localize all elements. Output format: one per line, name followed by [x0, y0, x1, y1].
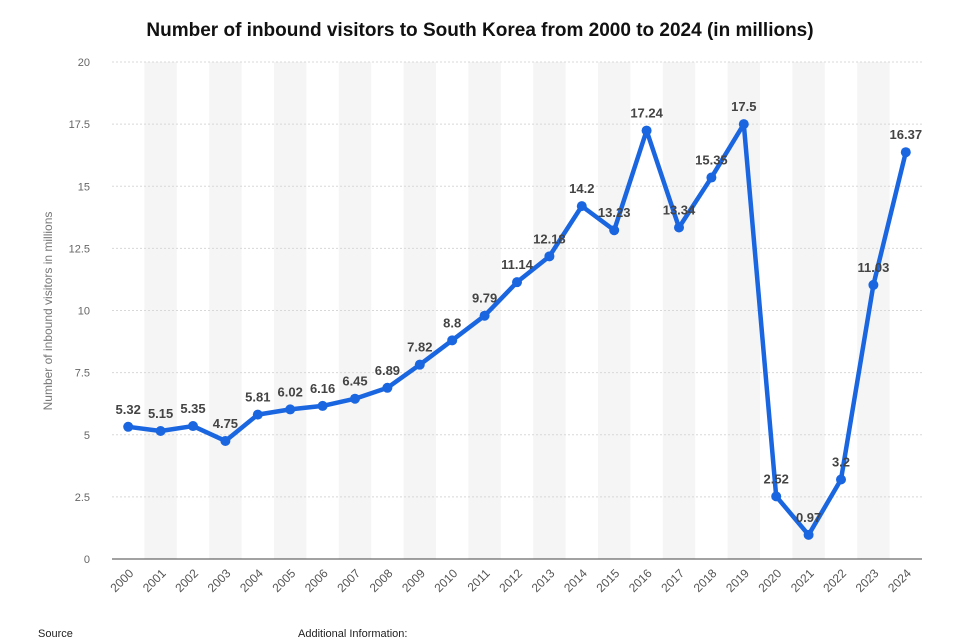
source-link[interactable]: Source: [38, 628, 73, 640]
x-tick-label: 2014: [561, 566, 590, 595]
data-label: 4.75: [213, 416, 238, 431]
chart-title: Number of inbound visitors to South Kore…: [146, 20, 814, 41]
data-point: [576, 201, 587, 212]
data-label: 14.2: [569, 181, 594, 196]
data-point: [868, 279, 879, 290]
series-path: [125, 121, 909, 538]
x-tick-label: 2017: [658, 566, 687, 595]
x-tick-label: 2023: [853, 566, 882, 595]
data-label: 6.02: [278, 384, 303, 399]
x-tick-label: 2009: [399, 566, 428, 595]
data-point: [123, 421, 134, 432]
data-label: 5.35: [180, 401, 205, 416]
x-tick-label: 2002: [172, 566, 201, 595]
data-point: [317, 400, 328, 411]
y-tick-label: 15: [78, 181, 90, 193]
data-label: 16.37: [890, 127, 923, 142]
y-tick-label: 20: [78, 57, 90, 69]
data-label: 6.16: [310, 381, 335, 396]
x-tick-label: 2003: [205, 566, 234, 595]
data-point: [447, 335, 458, 346]
data-label: 15.35: [695, 153, 728, 168]
data-label: 17.24: [630, 106, 663, 121]
data-label: 13.23: [598, 205, 631, 220]
data-point: [252, 409, 263, 420]
y-axis-ticks: 0 2.5 5 7.5 10 12.5 15 17.5 20: [69, 57, 90, 566]
x-tick-label: 2012: [496, 566, 525, 595]
data-point: [188, 421, 198, 432]
x-tick-label: 2013: [529, 566, 558, 595]
data-labels: 5.32 5.15 5.35 4.75 5.81 6.02 6.16 6.45 6.89 7.82…: [116, 99, 923, 525]
x-tick-label: 2006: [302, 566, 331, 595]
data-label: 12.18: [533, 231, 566, 246]
series-line: [125, 121, 909, 538]
x-tick-label: 2000: [108, 566, 137, 595]
y-tick-label: 10: [78, 306, 90, 318]
data-label: 11.14: [501, 257, 534, 272]
x-tick-label: 2016: [626, 566, 655, 595]
y-tick-label: 7.5: [75, 368, 90, 380]
column-band: [338, 62, 372, 559]
data-label: 0.97: [796, 510, 821, 525]
data-point: [641, 125, 652, 136]
data-point: [512, 277, 522, 288]
data-point: [900, 147, 911, 158]
data-point: [382, 382, 393, 393]
x-tick-label: 2001: [140, 566, 169, 595]
y-axis-label: Number of inbound visitors in millions: [41, 212, 55, 411]
data-label: 8.8: [443, 315, 461, 330]
x-tick-label: 2015: [594, 566, 623, 595]
data-label: 5.32: [116, 402, 141, 417]
data-label: 5.81: [245, 390, 270, 405]
x-tick-label: 2022: [820, 566, 849, 595]
data-label: 13.34: [663, 203, 696, 218]
data-point: [706, 172, 717, 183]
data-point: [220, 435, 231, 446]
data-points: [123, 119, 911, 540]
data-point: [414, 359, 425, 370]
data-label: 6.89: [375, 363, 400, 378]
y-tick-label: 5: [84, 430, 90, 442]
gridlines: [112, 61, 922, 498]
data-point: [350, 393, 360, 404]
x-tick-label: 2007: [334, 566, 363, 595]
x-tick-label: 2020: [756, 566, 785, 595]
data-point: [155, 426, 166, 437]
x-tick-label: 2004: [237, 566, 266, 595]
data-point: [771, 491, 782, 502]
data-label: 5.15: [148, 406, 173, 421]
data-label: 17.5: [731, 99, 756, 114]
x-tick-label: 2019: [723, 566, 752, 595]
x-axis-ticks: 2000 2001 2002 2003 2004 2005 2006 2007 2008 2009…: [108, 566, 915, 595]
data-point: [285, 404, 296, 415]
y-tick-label: 12.5: [69, 243, 90, 255]
data-point: [609, 225, 620, 236]
data-label: 2.52: [764, 471, 789, 486]
y-tick-label: 2.5: [75, 492, 90, 504]
x-tick-label: 2008: [367, 566, 396, 595]
additional-info-link[interactable]: Additional Information:: [298, 628, 408, 640]
y-tick-label: 0: [84, 554, 90, 566]
data-point: [544, 251, 555, 262]
data-label: 11.03: [857, 260, 889, 275]
data-label: 7.82: [407, 340, 432, 355]
column-band: [662, 62, 696, 559]
data-point: [674, 222, 684, 233]
x-tick-label: 2005: [270, 566, 299, 595]
data-point: [836, 474, 846, 485]
x-tick-label: 2024: [885, 566, 914, 595]
y-tick-label: 17.5: [69, 119, 90, 131]
data-point: [479, 310, 490, 321]
x-tick-label: 2011: [465, 566, 493, 594]
data-point: [803, 529, 814, 540]
x-tick-label: 2010: [432, 566, 461, 595]
x-tick-label: 2018: [691, 566, 720, 595]
data-point: [738, 119, 749, 130]
data-label: 3.2: [832, 454, 850, 469]
x-tick-label: 2021: [788, 566, 817, 595]
data-label: 6.45: [342, 374, 367, 389]
data-label: 9.79: [472, 291, 497, 306]
